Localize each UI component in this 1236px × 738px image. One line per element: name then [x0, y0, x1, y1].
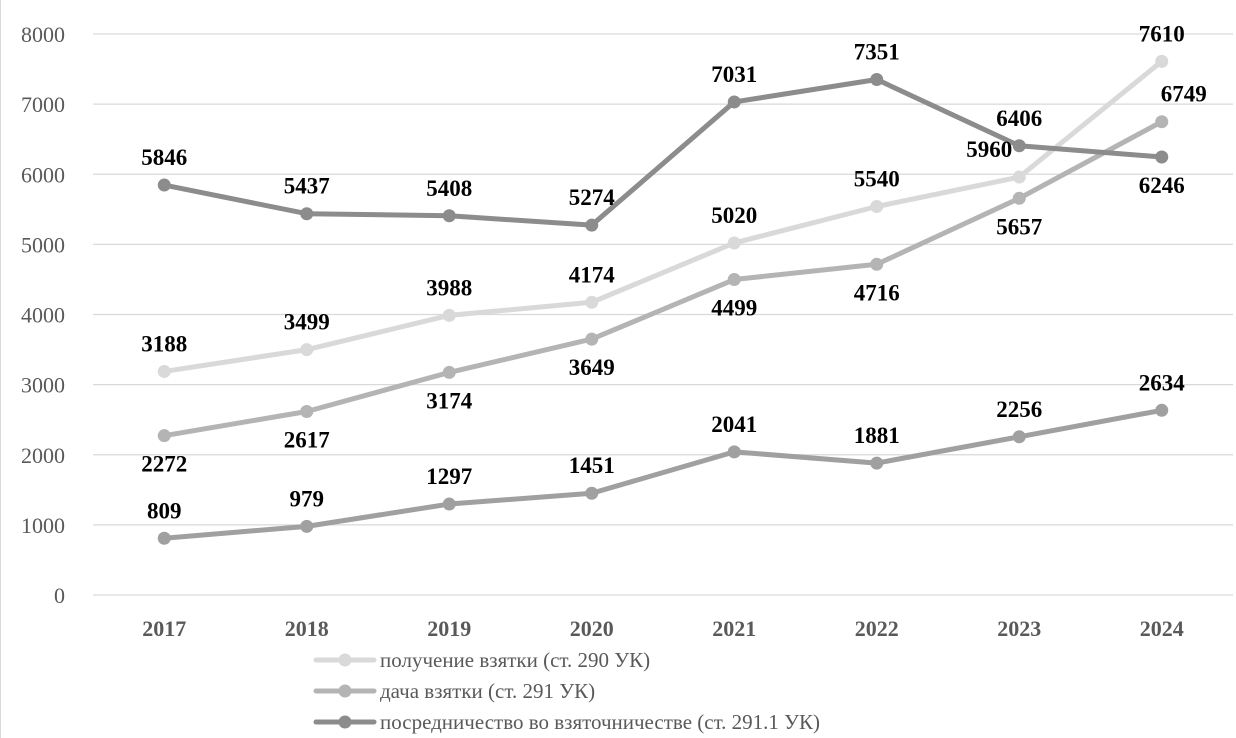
- data-point: [585, 218, 599, 232]
- data-point: [727, 273, 741, 287]
- legend-label: посредничество во взяточничестве (ст. 29…: [380, 710, 820, 734]
- data-point: [442, 308, 456, 322]
- y-tick-label: 7000: [21, 92, 65, 117]
- data-label: 5274: [569, 185, 616, 210]
- x-tick-label: 2017: [142, 616, 186, 641]
- data-label: 7031: [711, 62, 757, 87]
- series-line: [161, 119, 1165, 439]
- series-line: [161, 77, 1165, 228]
- data-point: [300, 343, 314, 357]
- data-point: [442, 209, 456, 223]
- data-label: 7610: [1139, 21, 1185, 46]
- data-label: 5408: [426, 176, 472, 201]
- x-tick-label: 2022: [855, 616, 899, 641]
- data-point: [727, 95, 741, 109]
- x-tick-label: 2020: [570, 616, 614, 641]
- data-label: 2272: [141, 452, 187, 477]
- y-tick-label: 5000: [21, 232, 65, 257]
- data-point: [1012, 139, 1026, 153]
- data-point: [1155, 150, 1169, 164]
- legend-label: дача взятки (ст. 291 УК): [380, 679, 595, 703]
- data-label: 3649: [569, 355, 615, 380]
- data-point: [870, 257, 884, 271]
- data-label: 5846: [141, 145, 187, 170]
- legend-marker: [338, 653, 352, 667]
- data-point: [870, 456, 884, 470]
- data-label: 3174: [426, 388, 473, 413]
- data-label: 4174: [569, 262, 616, 287]
- data-label: 4499: [711, 296, 757, 321]
- legend-label: получение взятки (ст. 290 УК): [380, 648, 650, 672]
- y-tick-label: 1000: [21, 513, 65, 538]
- data-point: [157, 429, 171, 443]
- data-label: 809: [147, 498, 182, 523]
- data-point: [870, 73, 884, 87]
- series-line: [161, 407, 1165, 541]
- series-line: [161, 58, 1165, 374]
- legend-marker: [338, 715, 352, 729]
- data-label: 1297: [426, 464, 472, 489]
- data-point: [442, 497, 456, 511]
- x-tick-label: 2021: [712, 616, 756, 641]
- data-point: [300, 519, 314, 533]
- data-point: [1012, 430, 1026, 444]
- data-label: 2256: [996, 397, 1042, 422]
- data-label: 5540: [854, 167, 900, 192]
- y-tick-label: 4000: [21, 303, 65, 328]
- data-point: [157, 364, 171, 378]
- data-point: [157, 178, 171, 192]
- data-point: [585, 486, 599, 500]
- data-label: 7351: [854, 40, 900, 65]
- data-label: 5020: [711, 203, 757, 228]
- data-point: [727, 445, 741, 459]
- x-tick-label: 2023: [997, 616, 1041, 641]
- data-label: 979: [290, 486, 325, 511]
- y-tick-label: 0: [54, 583, 65, 608]
- data-point: [1155, 115, 1169, 129]
- data-label: 5960: [966, 137, 1012, 162]
- data-point: [1155, 54, 1169, 68]
- data-label: 6406: [996, 106, 1042, 131]
- data-point: [585, 332, 599, 346]
- data-point: [157, 531, 171, 545]
- data-label: 3188: [141, 331, 187, 356]
- data-label: 2041: [711, 412, 757, 437]
- data-point: [300, 404, 314, 418]
- data-point: [727, 236, 741, 250]
- data-label: 1881: [854, 423, 900, 448]
- data-label: 3988: [426, 275, 472, 300]
- y-tick-label: 6000: [21, 162, 65, 187]
- data-point: [585, 295, 599, 309]
- x-tick-label: 2018: [285, 616, 329, 641]
- data-label: 6246: [1139, 173, 1185, 198]
- data-label: 4716: [854, 280, 900, 305]
- legend-marker: [338, 684, 352, 698]
- data-point: [1155, 403, 1169, 417]
- data-point: [1012, 170, 1026, 184]
- y-tick-label: 2000: [21, 443, 65, 468]
- data-label: 2617: [284, 427, 330, 452]
- data-point: [442, 365, 456, 379]
- data-label: 3499: [284, 310, 330, 335]
- data-point: [870, 200, 884, 214]
- data-label: 6749: [1161, 82, 1207, 107]
- y-tick-label: 8000: [21, 22, 65, 47]
- data-point: [1012, 191, 1026, 205]
- data-point: [300, 207, 314, 221]
- x-tick-label: 2024: [1140, 616, 1184, 641]
- data-label: 2634: [1139, 370, 1186, 395]
- data-label: 5657: [996, 214, 1042, 239]
- data-label: 5437: [284, 174, 330, 199]
- y-tick-label: 3000: [21, 373, 65, 398]
- data-label: 1451: [569, 453, 615, 478]
- x-tick-label: 2019: [427, 616, 471, 641]
